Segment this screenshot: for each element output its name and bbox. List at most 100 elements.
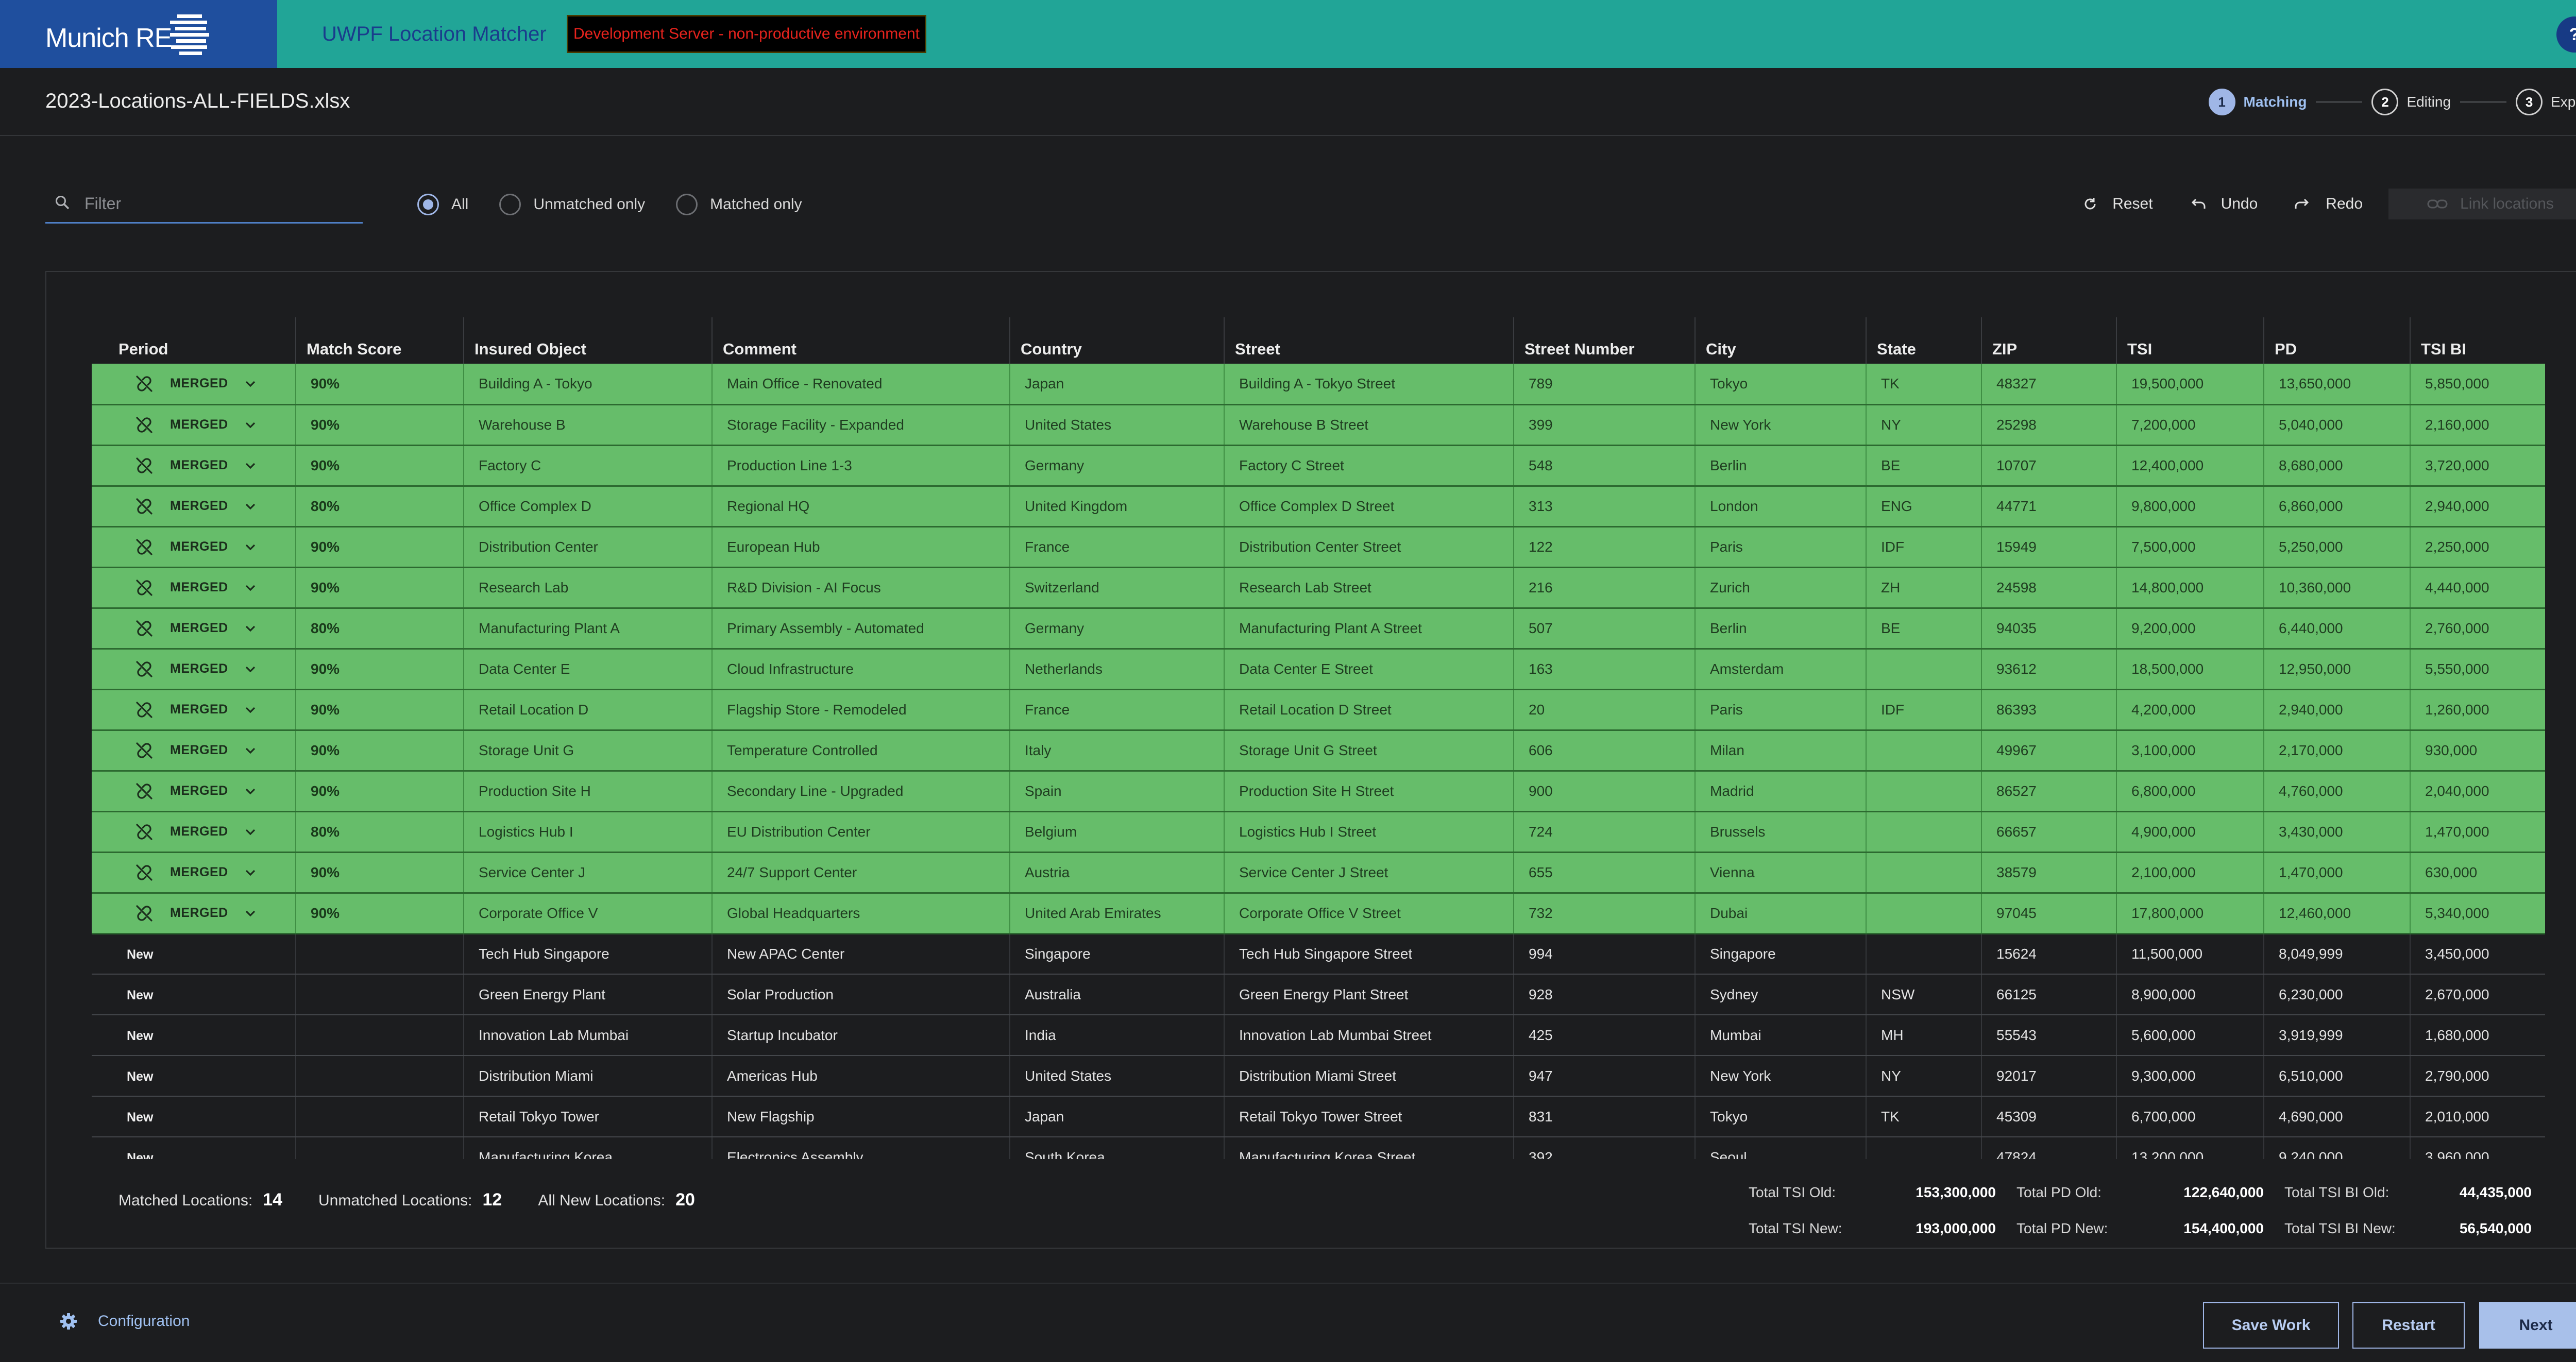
period-cell[interactable]: New bbox=[92, 1055, 296, 1097]
comment-cell[interactable]: Regional HQ bbox=[711, 486, 1010, 527]
configuration-link[interactable]: Configuration bbox=[60, 1313, 190, 1330]
zip-cell[interactable]: 66125 bbox=[1981, 974, 2116, 1015]
country-cell[interactable]: Japan bbox=[1009, 1096, 1224, 1137]
column-header-street-number[interactable]: Street Number bbox=[1513, 317, 1695, 364]
street-cell[interactable]: Building A - Tokyo Street bbox=[1224, 364, 1514, 405]
country-cell[interactable]: Austria bbox=[1009, 852, 1224, 894]
insured-object-cell[interactable]: Production Site H bbox=[463, 771, 712, 812]
tsi-bi-cell[interactable]: 2,040,000 bbox=[2410, 771, 2545, 812]
unlink-icon[interactable] bbox=[134, 496, 155, 517]
comment-cell[interactable]: European Hub bbox=[711, 526, 1010, 568]
match-score-cell[interactable]: 90% bbox=[295, 730, 464, 772]
insured-object-cell[interactable]: Service Center J bbox=[463, 852, 712, 894]
table-row[interactable]: MERGED 80% Office Complex D Regional HQ Unit… bbox=[92, 486, 2545, 527]
unlink-icon[interactable] bbox=[134, 455, 155, 476]
column-header-tsi[interactable]: TSI bbox=[2116, 317, 2264, 364]
pd-cell[interactable]: 2,170,000 bbox=[2263, 730, 2410, 772]
country-cell[interactable]: United Arab Emirates bbox=[1009, 893, 1224, 934]
column-header-insured-object[interactable]: Insured Object bbox=[463, 317, 712, 364]
insured-object-cell[interactable]: Research Lab bbox=[463, 567, 712, 609]
match-score-cell[interactable]: 90% bbox=[295, 649, 464, 690]
column-header-zip[interactable]: ZIP bbox=[1981, 317, 2116, 364]
zip-cell[interactable]: 24598 bbox=[1981, 567, 2116, 609]
city-cell[interactable]: Mumbai bbox=[1694, 1015, 1866, 1056]
help-button[interactable]: ? bbox=[2556, 16, 2576, 53]
tsi-cell[interactable]: 6,800,000 bbox=[2116, 771, 2264, 812]
unlink-icon[interactable] bbox=[134, 781, 155, 802]
state-cell[interactable]: NSW bbox=[1866, 974, 1981, 1015]
tsi-cell[interactable]: 2,100,000 bbox=[2116, 852, 2264, 894]
table-row[interactable]: MERGED 90% Production Site H Secondary Line… bbox=[92, 771, 2545, 812]
comment-cell[interactable]: Main Office - Renovated bbox=[711, 364, 1010, 405]
street-number-cell[interactable]: 122 bbox=[1513, 526, 1695, 568]
city-cell[interactable]: Paris bbox=[1694, 689, 1866, 731]
street-cell[interactable]: Tech Hub Singapore Street bbox=[1224, 933, 1514, 975]
restart-button[interactable]: Restart bbox=[2352, 1302, 2465, 1349]
pd-cell[interactable]: 8,049,999 bbox=[2263, 933, 2410, 975]
street-number-cell[interactable]: 928 bbox=[1513, 974, 1695, 1015]
street-cell[interactable]: Logistics Hub I Street bbox=[1224, 811, 1514, 853]
tsi-bi-cell[interactable]: 2,670,000 bbox=[2410, 974, 2545, 1015]
street-cell[interactable]: Production Site H Street bbox=[1224, 771, 1514, 812]
state-cell[interactable] bbox=[1866, 730, 1981, 772]
unlink-icon[interactable] bbox=[134, 822, 155, 842]
zip-cell[interactable]: 10707 bbox=[1981, 445, 2116, 487]
chevron-down-icon[interactable] bbox=[244, 744, 257, 757]
table-row[interactable]: MERGED 90% Corporate Office V Global Headqu… bbox=[92, 893, 2545, 934]
city-cell[interactable]: London bbox=[1694, 486, 1866, 527]
chevron-down-icon[interactable] bbox=[244, 418, 257, 432]
match-score-cell[interactable]: 90% bbox=[295, 526, 464, 568]
radio-matched-only[interactable]: Matched only bbox=[676, 194, 802, 215]
chevron-down-icon[interactable] bbox=[244, 622, 257, 635]
unlink-icon[interactable] bbox=[134, 862, 155, 883]
table-row[interactable]: MERGED 90% Research Lab R&D Division - AI F… bbox=[92, 567, 2545, 609]
match-score-cell[interactable]: 90% bbox=[295, 852, 464, 894]
period-cell[interactable]: New bbox=[92, 1015, 296, 1056]
insured-object-cell[interactable]: Warehouse B bbox=[463, 404, 712, 446]
table-row[interactable]: MERGED 90% Factory C Production Line 1-3 Ger… bbox=[92, 445, 2545, 487]
tsi-bi-cell[interactable]: 2,250,000 bbox=[2410, 526, 2545, 568]
tsi-cell[interactable]: 11,500,000 bbox=[2116, 933, 2264, 975]
unlink-icon[interactable] bbox=[134, 373, 155, 394]
table-row[interactable]: MERGED 90% Warehouse B Storage Facility - E… bbox=[92, 404, 2545, 446]
filter-input[interactable] bbox=[84, 191, 352, 216]
state-cell[interactable]: TK bbox=[1866, 364, 1981, 405]
pd-cell[interactable]: 12,460,000 bbox=[2263, 893, 2410, 934]
tsi-bi-cell[interactable]: 2,760,000 bbox=[2410, 608, 2545, 650]
tsi-bi-cell[interactable]: 5,550,000 bbox=[2410, 649, 2545, 690]
insured-object-cell[interactable]: Building A - Tokyo bbox=[463, 364, 712, 405]
unlink-icon[interactable] bbox=[134, 577, 155, 598]
match-score-cell[interactable]: 90% bbox=[295, 771, 464, 812]
street-number-cell[interactable]: 724 bbox=[1513, 811, 1695, 853]
comment-cell[interactable]: Primary Assembly - Automated bbox=[711, 608, 1010, 650]
country-cell[interactable]: South Korea bbox=[1009, 1137, 1224, 1159]
tsi-cell[interactable]: 13,200,000 bbox=[2116, 1137, 2264, 1159]
insured-object-cell[interactable]: Office Complex D bbox=[463, 486, 712, 527]
radio-button[interactable] bbox=[417, 194, 439, 215]
unlink-icon[interactable] bbox=[134, 700, 155, 720]
street-number-cell[interactable]: 163 bbox=[1513, 649, 1695, 690]
period-cell[interactable]: MERGED bbox=[92, 771, 296, 812]
unlink-icon[interactable] bbox=[134, 415, 155, 435]
street-number-cell[interactable]: 655 bbox=[1513, 852, 1695, 894]
street-number-cell[interactable]: 216 bbox=[1513, 567, 1695, 609]
tsi-bi-cell[interactable]: 930,000 bbox=[2410, 730, 2545, 772]
state-cell[interactable] bbox=[1866, 933, 1981, 975]
state-cell[interactable] bbox=[1866, 649, 1981, 690]
pd-cell[interactable]: 6,510,000 bbox=[2263, 1055, 2410, 1097]
insured-object-cell[interactable]: Factory C bbox=[463, 445, 712, 487]
pd-cell[interactable]: 4,760,000 bbox=[2263, 771, 2410, 812]
table-row[interactable]: MERGED 80% Logistics Hub I EU Distribution … bbox=[92, 811, 2545, 853]
pd-cell[interactable]: 1,470,000 bbox=[2263, 852, 2410, 894]
zip-cell[interactable]: 15624 bbox=[1981, 933, 2116, 975]
period-cell[interactable]: New bbox=[92, 933, 296, 975]
street-number-cell[interactable]: 732 bbox=[1513, 893, 1695, 934]
locations-table-scroll[interactable]: Period Match Score Insured Object Commen… bbox=[92, 317, 2545, 1159]
tsi-cell[interactable]: 17,800,000 bbox=[2116, 893, 2264, 934]
country-cell[interactable]: Japan bbox=[1009, 364, 1224, 405]
column-header-tsi-bi[interactable]: TSI BI bbox=[2410, 317, 2545, 364]
street-cell[interactable]: Distribution Center Street bbox=[1224, 526, 1514, 568]
comment-cell[interactable]: Electronics Assembly bbox=[711, 1137, 1010, 1159]
pd-cell[interactable]: 12,950,000 bbox=[2263, 649, 2410, 690]
state-cell[interactable]: ENG bbox=[1866, 486, 1981, 527]
